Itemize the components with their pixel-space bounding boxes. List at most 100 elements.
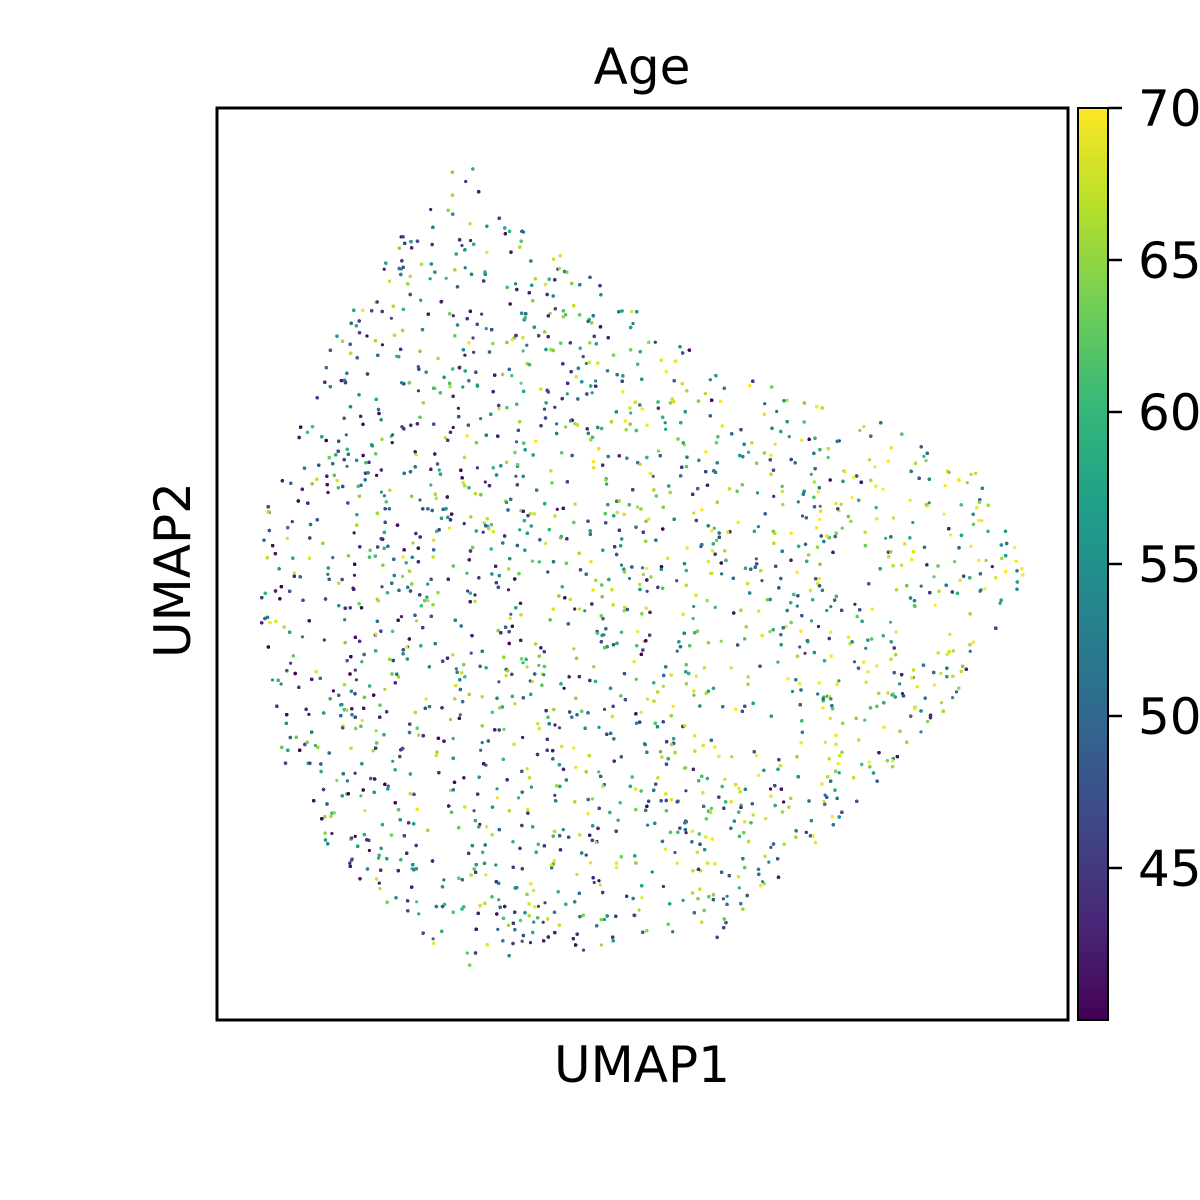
- scatter-point: [449, 788, 453, 793]
- scatter-point: [454, 667, 458, 671]
- scatter-point: [353, 771, 357, 775]
- scatter-point: [919, 730, 923, 734]
- scatter-point: [818, 517, 822, 522]
- scatter-point: [415, 619, 419, 623]
- scatter-point: [497, 407, 501, 411]
- scatter-point: [942, 512, 946, 516]
- scatter-point: [645, 697, 650, 701]
- scatter-point: [456, 406, 460, 410]
- scatter-point: [635, 505, 640, 509]
- scatter-point: [514, 440, 519, 444]
- scatter-point: [784, 625, 788, 629]
- scatter-point: [326, 490, 330, 495]
- scatter-point: [691, 616, 695, 621]
- scatter-point: [730, 755, 734, 759]
- scatter-point: [926, 719, 930, 724]
- scatter-point: [292, 571, 296, 575]
- scatter-point: [509, 612, 513, 616]
- scatter-point: [592, 665, 596, 669]
- scatter-point: [411, 541, 415, 545]
- scatter-point: [605, 482, 609, 486]
- scatter-point: [739, 803, 743, 807]
- scatter-point: [984, 558, 988, 563]
- scatter-point: [681, 898, 685, 903]
- scatter-point: [360, 660, 364, 664]
- scatter-point: [429, 207, 433, 212]
- scatter-point: [776, 660, 780, 664]
- scatter-point: [709, 806, 714, 810]
- scatter-point: [816, 692, 820, 696]
- scatter-point: [581, 948, 586, 952]
- scatter-point: [479, 748, 483, 752]
- scatter-point: [537, 663, 541, 667]
- scatter-point: [555, 422, 559, 426]
- scatter-point: [553, 405, 557, 409]
- scatter-point: [548, 311, 552, 315]
- scatter-point: [536, 904, 541, 909]
- scatter-point: [525, 665, 529, 669]
- scatter-point: [825, 608, 829, 613]
- scatter-point: [653, 340, 657, 344]
- scatter-point: [532, 920, 536, 924]
- scatter-point: [598, 883, 602, 887]
- scatter-point: [458, 713, 462, 717]
- scatter-point: [418, 498, 422, 502]
- scatter-point: [864, 646, 868, 650]
- scatter-point: [463, 266, 467, 270]
- scatter-point: [419, 298, 423, 302]
- scatter-point: [469, 238, 473, 243]
- scatter-point: [510, 374, 514, 378]
- scatter-point: [641, 572, 646, 577]
- scatter-point: [377, 881, 381, 885]
- scatter-point: [464, 179, 468, 184]
- scatter-point: [924, 459, 928, 463]
- scatter-point: [640, 896, 644, 900]
- scatter-point: [949, 533, 953, 537]
- scatter-point: [573, 607, 577, 611]
- scatter-point: [285, 536, 289, 541]
- scatter-point: [998, 601, 1002, 605]
- scatter-point: [521, 661, 525, 665]
- scatter-point: [969, 472, 973, 476]
- scatter-point: [708, 378, 712, 382]
- scatter-point: [809, 619, 814, 623]
- scatter-point: [756, 525, 761, 529]
- scatter-point: [939, 701, 944, 705]
- scatter-point: [980, 518, 984, 523]
- scatter-point: [723, 777, 727, 781]
- scatter-point: [684, 789, 688, 793]
- scatter-point: [375, 473, 379, 477]
- scatter-point: [520, 939, 524, 943]
- scatter-point: [651, 474, 655, 478]
- scatter-point: [692, 511, 696, 515]
- scatter-point: [671, 930, 675, 934]
- scatter-point: [818, 504, 822, 508]
- scatter-point: [614, 866, 619, 870]
- scatter-point: [495, 787, 499, 791]
- scatter-point: [506, 588, 511, 592]
- scatter-point: [331, 556, 335, 560]
- scatter-point: [631, 321, 635, 326]
- scatter-point: [390, 441, 394, 445]
- scatter-point: [553, 723, 557, 727]
- scatter-point: [719, 639, 723, 643]
- scatter-point: [359, 794, 363, 798]
- scatter-point: [637, 908, 641, 912]
- scatter-point: [460, 243, 464, 248]
- scatter-point: [675, 861, 679, 865]
- scatter-point: [768, 630, 772, 634]
- scatter-point: [590, 797, 595, 801]
- scatter-point: [335, 778, 339, 783]
- scatter-point: [804, 830, 808, 835]
- scatter-point: [405, 645, 409, 649]
- scatter-point: [514, 474, 518, 478]
- scatter-point: [623, 605, 627, 609]
- scatter-point: [790, 689, 795, 694]
- scatter-point: [382, 267, 386, 271]
- scatter-point: [932, 575, 936, 579]
- scatter-point: [795, 604, 799, 608]
- scatter-point: [561, 828, 565, 832]
- scatter-point: [431, 937, 435, 941]
- scatter-point: [573, 502, 577, 506]
- scatter-point: [428, 277, 432, 281]
